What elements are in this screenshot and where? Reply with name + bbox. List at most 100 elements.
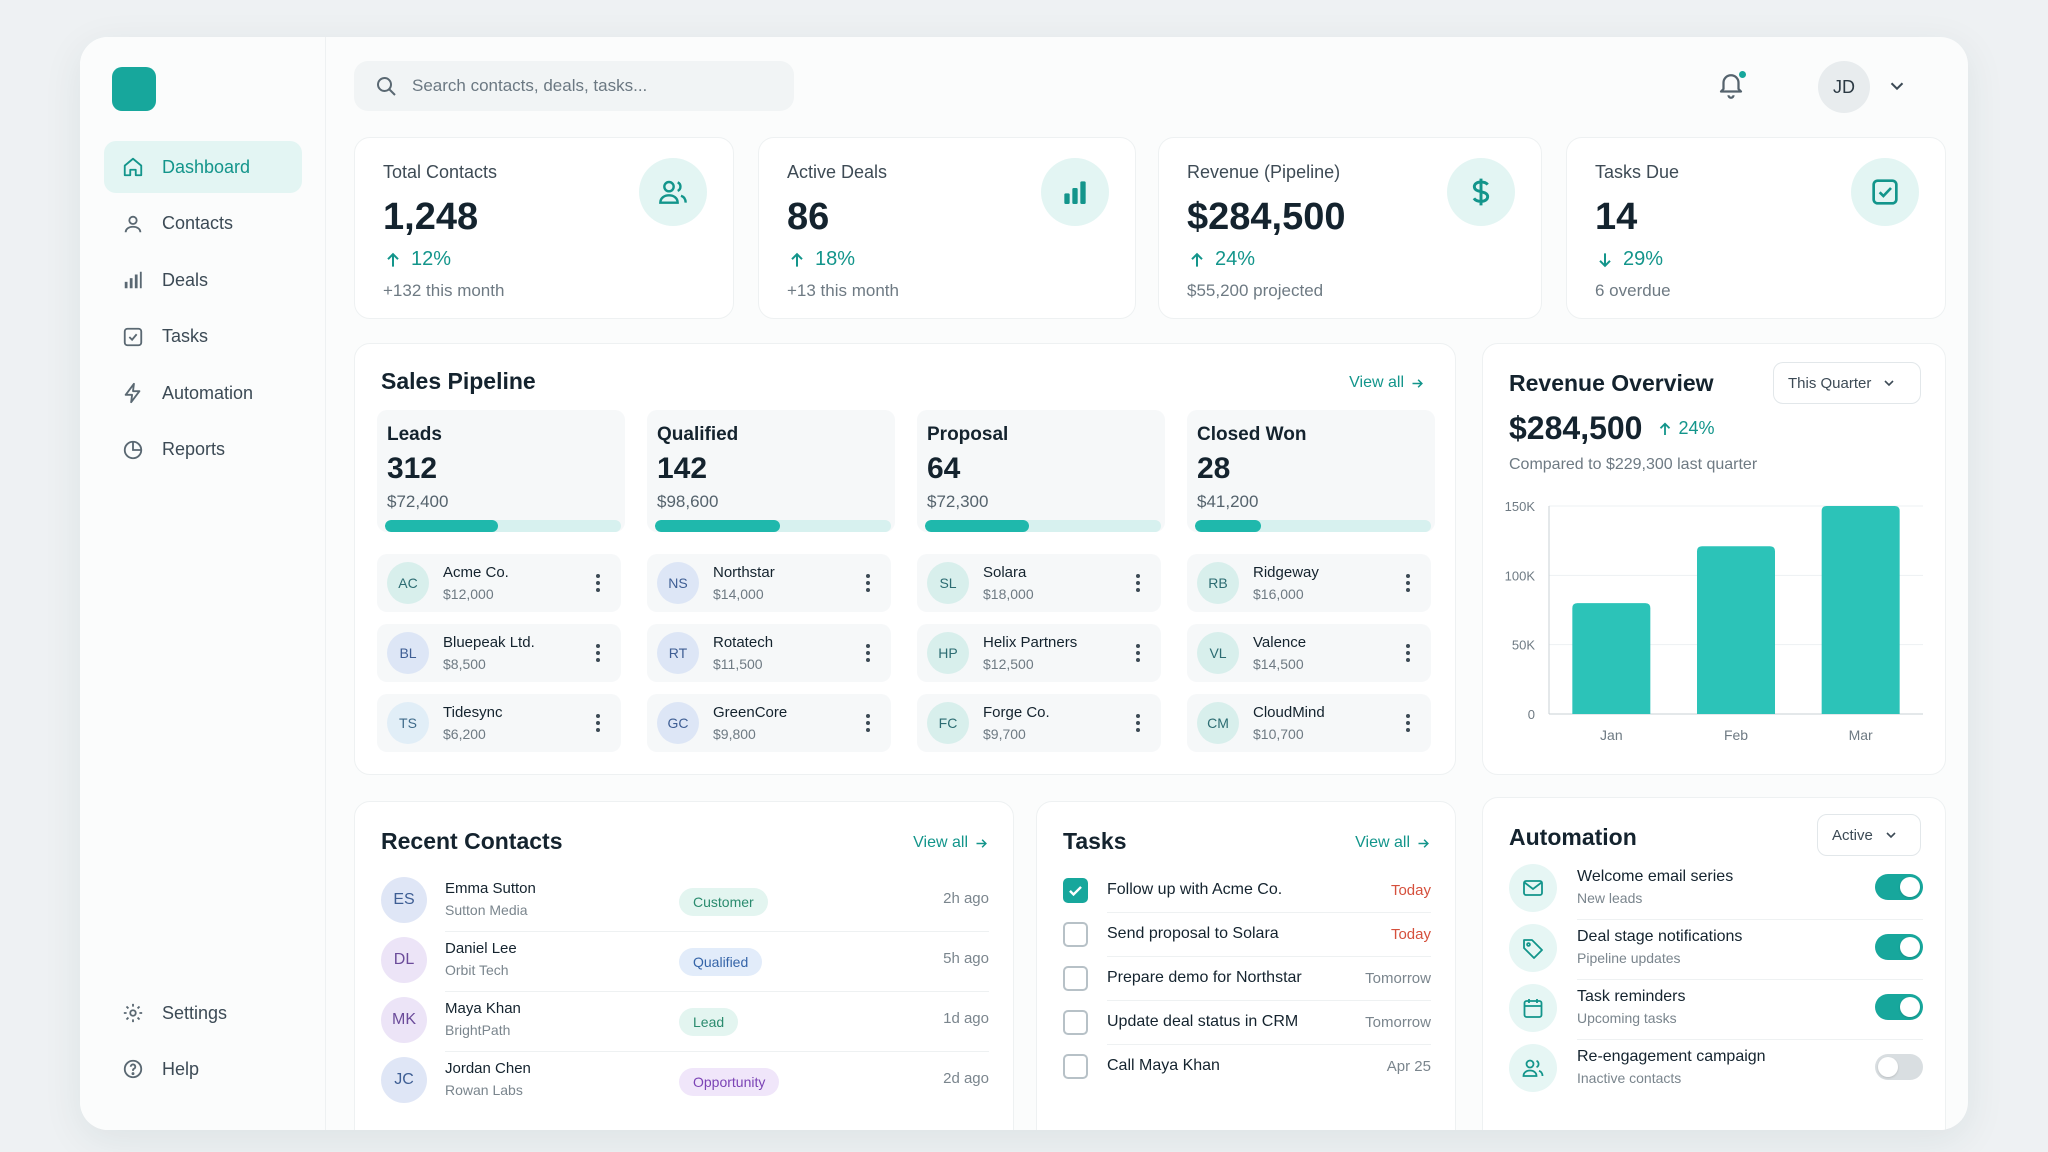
sidebar-item-label: Settings [162, 1002, 228, 1023]
sidebar-item-tasks[interactable]: Tasks [104, 311, 302, 363]
deal-card[interactable]: GC GreenCore $9,800 [647, 694, 891, 752]
sidebar-item-deals[interactable]: Deals [104, 254, 302, 306]
sidebar-item-dashboard[interactable]: Dashboard [104, 141, 302, 193]
stat-icon-badge [1041, 158, 1109, 226]
stat-card-revenue-pipeline[interactable]: Revenue (Pipeline) $284,500 24% $55,200 … [1158, 137, 1542, 319]
sidebar-item-contacts[interactable]: Contacts [104, 198, 302, 250]
deal-card[interactable]: BL Bluepeak Ltd. $8,500 [377, 624, 621, 682]
task-row[interactable]: Update deal status in CRM Tomorrow [1063, 1000, 1431, 1045]
status-badge: Opportunity [679, 1068, 780, 1096]
sidebar-item-help[interactable]: Help [104, 1043, 302, 1095]
deal-card[interactable]: HP Helix Partners $12,500 [917, 624, 1161, 682]
task-checkbox[interactable] [1063, 1054, 1088, 1079]
chevron-down-icon[interactable] [1886, 75, 1908, 97]
deal-amount: $12,500 [983, 656, 1034, 672]
period-dropdown[interactable]: This Quarter [1773, 362, 1921, 404]
more-vertical-icon[interactable] [865, 572, 871, 594]
stage-header: Leads 312 $72,400 [377, 410, 625, 532]
automation-toggle[interactable] [1875, 1054, 1923, 1080]
deal-amount: $9,800 [713, 726, 756, 742]
stat-icon-badge [639, 158, 707, 226]
automation-row: Task reminders Upcoming tasks [1509, 980, 1923, 1040]
sidebar-item-automation[interactable]: Automation [104, 367, 302, 419]
contact-row[interactable]: DL Daniel Lee Orbit Tech Qualified 5h ag… [381, 930, 989, 992]
deal-card[interactable]: NS Northstar $14,000 [647, 554, 891, 612]
more-vertical-icon[interactable] [1405, 572, 1411, 594]
row-divider [445, 1051, 989, 1052]
deal-amount: $8,500 [443, 656, 486, 672]
search-input[interactable] [412, 76, 772, 96]
more-vertical-icon[interactable] [865, 642, 871, 664]
task-row[interactable]: Prepare demo for Northstar Tomorrow [1063, 956, 1431, 1001]
more-vertical-icon[interactable] [595, 572, 601, 594]
pipeline-view-all-link[interactable]: View all [1349, 374, 1425, 392]
chart-x-tick-label: Mar [1849, 727, 1873, 743]
deal-avatar: RB [1197, 562, 1239, 604]
check-icon [1069, 886, 1082, 897]
automation-filter-dropdown[interactable]: Active [1817, 814, 1921, 856]
stage-progress-fill [1195, 520, 1262, 532]
stat-card-total-contacts[interactable]: Total Contacts 1,248 12% +132 this month [354, 137, 734, 319]
stat-card-active-deals[interactable]: Active Deals 86 18% +13 this month [758, 137, 1136, 319]
app-logo[interactable] [112, 67, 156, 111]
deal-card[interactable]: CM CloudMind $10,700 [1187, 694, 1431, 752]
automation-toggle[interactable] [1875, 934, 1923, 960]
task-checkbox[interactable] [1063, 1010, 1088, 1035]
automation-toggle[interactable] [1875, 874, 1923, 900]
task-checkbox[interactable] [1063, 966, 1088, 991]
deal-card[interactable]: RB Ridgeway $16,000 [1187, 554, 1431, 612]
chart-x-tick-label: Feb [1724, 727, 1748, 743]
pie-chart-icon [123, 440, 143, 459]
task-row[interactable]: Send proposal to Solara Today [1063, 912, 1431, 957]
contact-row[interactable]: MK Maya Khan BrightPath Lead 1d ago [381, 990, 989, 1052]
stat-delta-value: 24% [1215, 248, 1256, 270]
more-vertical-icon[interactable] [1405, 712, 1411, 734]
tasks-view-all-link[interactable]: View all [1355, 834, 1431, 852]
more-vertical-icon[interactable] [595, 712, 601, 734]
stage-count: 64 [927, 452, 961, 485]
deal-card[interactable]: TS Tidesync $6,200 [377, 694, 621, 752]
deal-card[interactable]: FC Forge Co. $9,700 [917, 694, 1161, 752]
more-vertical-icon[interactable] [1135, 642, 1141, 664]
revenue-title: Revenue Overview [1509, 370, 1714, 396]
sidebar-item-label: Deals [162, 269, 209, 290]
stat-card-tasks-due[interactable]: Tasks Due 14 29% 6 overdue [1566, 137, 1946, 319]
stat-delta-value: 18% [815, 248, 856, 270]
search-bar[interactable] [354, 61, 794, 111]
more-vertical-icon[interactable] [865, 712, 871, 734]
deal-card[interactable]: AC Acme Co. $12,000 [377, 554, 621, 612]
stat-delta-value: 29% [1623, 248, 1664, 270]
deal-card[interactable]: RT Rotatech $11,500 [647, 624, 891, 682]
chevron-down-icon [1886, 832, 1896, 839]
task-due: Tomorrow [1365, 970, 1431, 987]
bar-chart-icon [1064, 181, 1086, 204]
contacts-view-all-link[interactable]: View all [913, 834, 989, 852]
task-row[interactable]: Follow up with Acme Co. Today [1063, 868, 1431, 913]
more-vertical-icon[interactable] [1135, 712, 1141, 734]
sidebar-item-reports[interactable]: Reports [104, 424, 302, 476]
more-vertical-icon[interactable] [595, 642, 601, 664]
deal-card[interactable]: VL Valence $14,500 [1187, 624, 1431, 682]
more-vertical-icon[interactable] [1405, 642, 1411, 664]
task-checkbox[interactable] [1063, 922, 1088, 947]
toggle-knob [1878, 1057, 1898, 1077]
stat-sub: +132 this month [383, 281, 505, 300]
user-avatar[interactable]: JD [1818, 61, 1870, 113]
contact-row[interactable]: ES Emma Sutton Sutton Media Customer 2h … [381, 870, 989, 932]
status-badge: Qualified [679, 948, 763, 976]
task-row[interactable]: Call Maya Khan Apr 25 [1063, 1044, 1431, 1088]
stat-label: Revenue (Pipeline) [1187, 162, 1341, 182]
notifications-button[interactable] [1716, 69, 1748, 103]
deal-card[interactable]: SL Solara $18,000 [917, 554, 1161, 612]
sidebar-item-settings[interactable]: Settings [104, 987, 302, 1039]
automation-icon-badge [1509, 864, 1557, 912]
contact-company: BrightPath [445, 1022, 511, 1038]
automation-toggle[interactable] [1875, 994, 1923, 1020]
home-icon [123, 157, 143, 177]
revenue-bar-chart: 0 50K 100K 150K Jan Feb Mar [1505, 499, 1923, 743]
task-checkbox[interactable] [1063, 878, 1088, 903]
contact-row[interactable]: JC Jordan Chen Rowan Labs Opportunity 2d… [381, 1050, 989, 1110]
deal-name: Northstar [713, 564, 775, 581]
more-vertical-icon[interactable] [1135, 572, 1141, 594]
stage-amount: $98,600 [657, 492, 719, 511]
